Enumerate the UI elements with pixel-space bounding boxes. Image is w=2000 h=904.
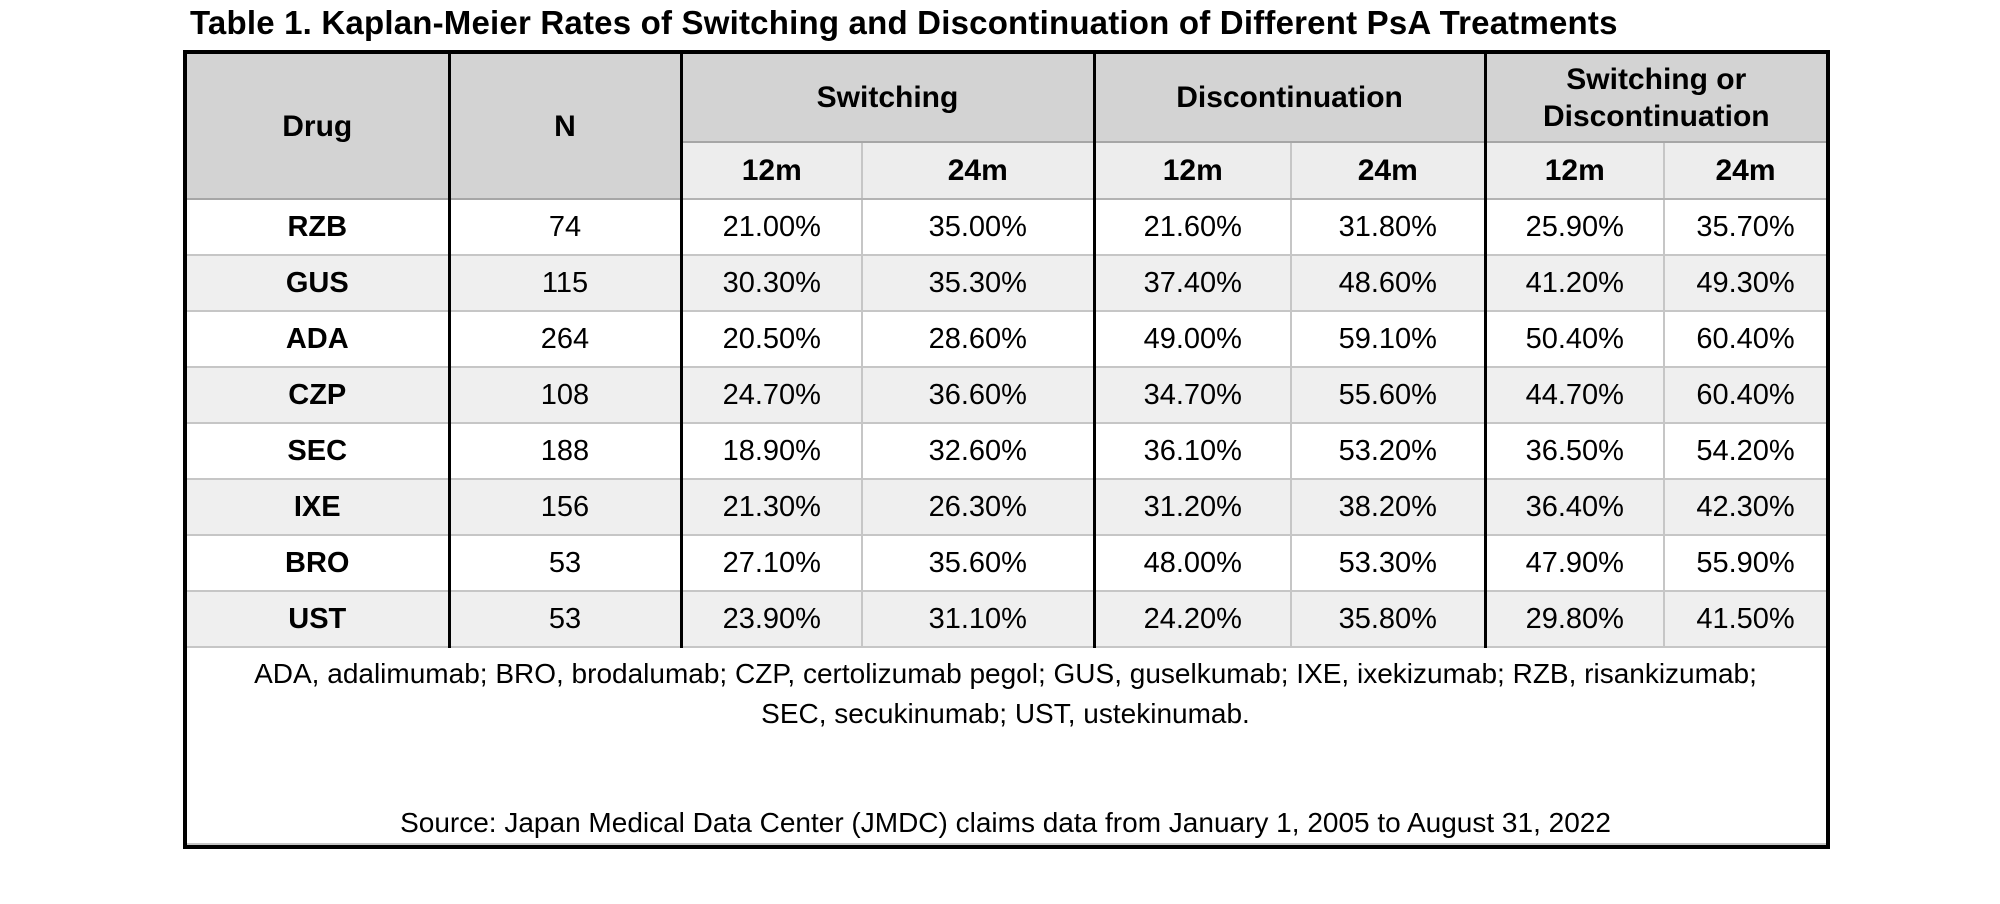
value-cell: 36.60% [860,366,1096,424]
value-cell: 49.30% [1663,254,1827,312]
drug-cell: CZP [187,366,450,424]
value-cell: 20.50% [679,310,863,368]
value-cell: 48.60% [1290,254,1487,312]
drug-cell: ADA [187,310,450,368]
value-cell: 35.70% [1663,198,1827,256]
column-header-n: N [447,54,682,200]
table-row-ada: ADA 264 20.50% 28.60% 49.00% 59.10% 50.4… [187,310,1827,368]
group-header-switching-or-discontinuation: Switching or Discontinuation [1483,54,1827,143]
subheader-discontinuation-24m: 24m [1290,141,1487,200]
table-row-rzb: RZB 74 21.00% 35.00% 21.60% 31.80% 25.90… [187,198,1827,256]
n-cell: 156 [447,478,682,536]
value-cell: 35.60% [860,534,1096,592]
table-footer: ADA, adalimumab; BRO, brodalumab; CZP, c… [187,646,1827,845]
subheader-switching-or-discontinuation-24m: 24m [1663,141,1827,200]
value-cell: 60.40% [1663,310,1827,368]
value-cell: 37.40% [1092,254,1293,312]
value-cell: 35.30% [860,254,1096,312]
value-cell: 31.20% [1092,478,1293,536]
subheader-switching-or-discontinuation-12m: 12m [1483,141,1666,200]
group-header-discontinuation: Discontinuation [1092,54,1487,143]
value-cell: 27.10% [679,534,863,592]
group-header-switching: Switching [679,54,1096,143]
group-header-row: Drug N Switching Discontinuation Switchi… [187,54,1827,200]
value-cell: 41.20% [1483,254,1666,312]
value-cell: 54.20% [1663,422,1827,480]
value-cell: 31.80% [1290,198,1487,256]
value-cell: 34.70% [1092,366,1293,424]
value-cell: 26.30% [860,478,1096,536]
value-cell: 60.40% [1663,366,1827,424]
table-row-gus: GUS 115 30.30% 35.30% 37.40% 48.60% 41.2… [187,254,1827,312]
n-cell: 74 [447,198,682,256]
value-cell: 50.40% [1483,310,1666,368]
value-cell: 32.60% [860,422,1096,480]
value-cell: 53.20% [1290,422,1487,480]
value-cell: 21.00% [679,198,863,256]
value-cell: 36.40% [1483,478,1666,536]
drug-cell: GUS [187,254,450,312]
value-cell: 18.90% [679,422,863,480]
value-cell: 29.80% [1483,590,1666,648]
value-cell: 44.70% [1483,366,1666,424]
value-cell: 24.70% [679,366,863,424]
drug-cell: SEC [187,422,450,480]
value-cell: 24.20% [1092,590,1293,648]
subheader-row: 12m 24m 12m 24m 12m 24m [187,141,1827,200]
value-cell: 49.00% [1092,310,1293,368]
footnote-abbreviations-line2: SEC, secukinumab; UST, ustekinumab. [761,698,1250,729]
value-cell: 59.10% [1290,310,1487,368]
footnote-abbreviations-line1: ADA, adalimumab; BRO, brodalumab; CZP, c… [254,658,1757,689]
table-row-ixe: IXE 156 21.30% 26.30% 31.20% 38.20% 36.4… [187,478,1827,536]
footnote-row: ADA, adalimumab; BRO, brodalumab; CZP, c… [187,646,1827,845]
value-cell: 25.90% [1483,198,1666,256]
value-cell: 21.60% [1092,198,1293,256]
subheader-switching-24m: 24m [860,141,1096,200]
km-rates-table-grid: Drug N Switching Discontinuation Switchi… [187,54,1827,845]
table-row-czp: CZP 108 24.70% 36.60% 34.70% 55.60% 44.7… [187,366,1827,424]
footnote-abbreviations: ADA, adalimumab; BRO, brodalumab; CZP, c… [193,654,1818,734]
n-cell: 53 [447,590,682,648]
value-cell: 53.30% [1290,534,1487,592]
table-title: Table 1. Kaplan-Meier Rates of Switching… [190,4,1618,41]
table-header: Drug N Switching Discontinuation Switchi… [187,54,1827,200]
value-cell: 28.60% [860,310,1096,368]
footnote-source: Source: Japan Medical Data Center (JMDC)… [400,807,1611,838]
value-cell: 55.90% [1663,534,1827,592]
subheader-discontinuation-12m: 12m [1092,141,1293,200]
n-cell: 115 [447,254,682,312]
value-cell: 55.60% [1290,366,1487,424]
value-cell: 36.10% [1092,422,1293,480]
value-cell: 38.20% [1290,478,1487,536]
value-cell: 48.00% [1092,534,1293,592]
value-cell: 21.30% [679,478,863,536]
value-cell: 35.00% [860,198,1096,256]
drug-cell: IXE [187,478,450,536]
column-header-drug: Drug [187,54,450,200]
drug-cell: UST [187,590,450,648]
table-row-sec: SEC 188 18.90% 32.60% 36.10% 53.20% 36.5… [187,422,1827,480]
subheader-switching-12m: 12m [679,141,863,200]
n-cell: 188 [447,422,682,480]
footnote-cell: ADA, adalimumab; BRO, brodalumab; CZP, c… [187,646,1827,845]
value-cell: 35.80% [1290,590,1487,648]
value-cell: 47.90% [1483,534,1666,592]
km-rates-table: Drug N Switching Discontinuation Switchi… [183,50,1830,849]
table-row-bro: BRO 53 27.10% 35.60% 48.00% 53.30% 47.90… [187,534,1827,592]
value-cell: 31.10% [860,590,1096,648]
value-cell: 41.50% [1663,590,1827,648]
table-body: RZB 74 21.00% 35.00% 21.60% 31.80% 25.90… [187,198,1827,648]
drug-cell: RZB [187,198,450,256]
value-cell: 36.50% [1483,422,1666,480]
value-cell: 42.30% [1663,478,1827,536]
value-cell: 30.30% [679,254,863,312]
n-cell: 53 [447,534,682,592]
drug-cell: BRO [187,534,450,592]
table-row-ust: UST 53 23.90% 31.10% 24.20% 35.80% 29.80… [187,590,1827,648]
value-cell: 23.90% [679,590,863,648]
n-cell: 264 [447,310,682,368]
n-cell: 108 [447,366,682,424]
